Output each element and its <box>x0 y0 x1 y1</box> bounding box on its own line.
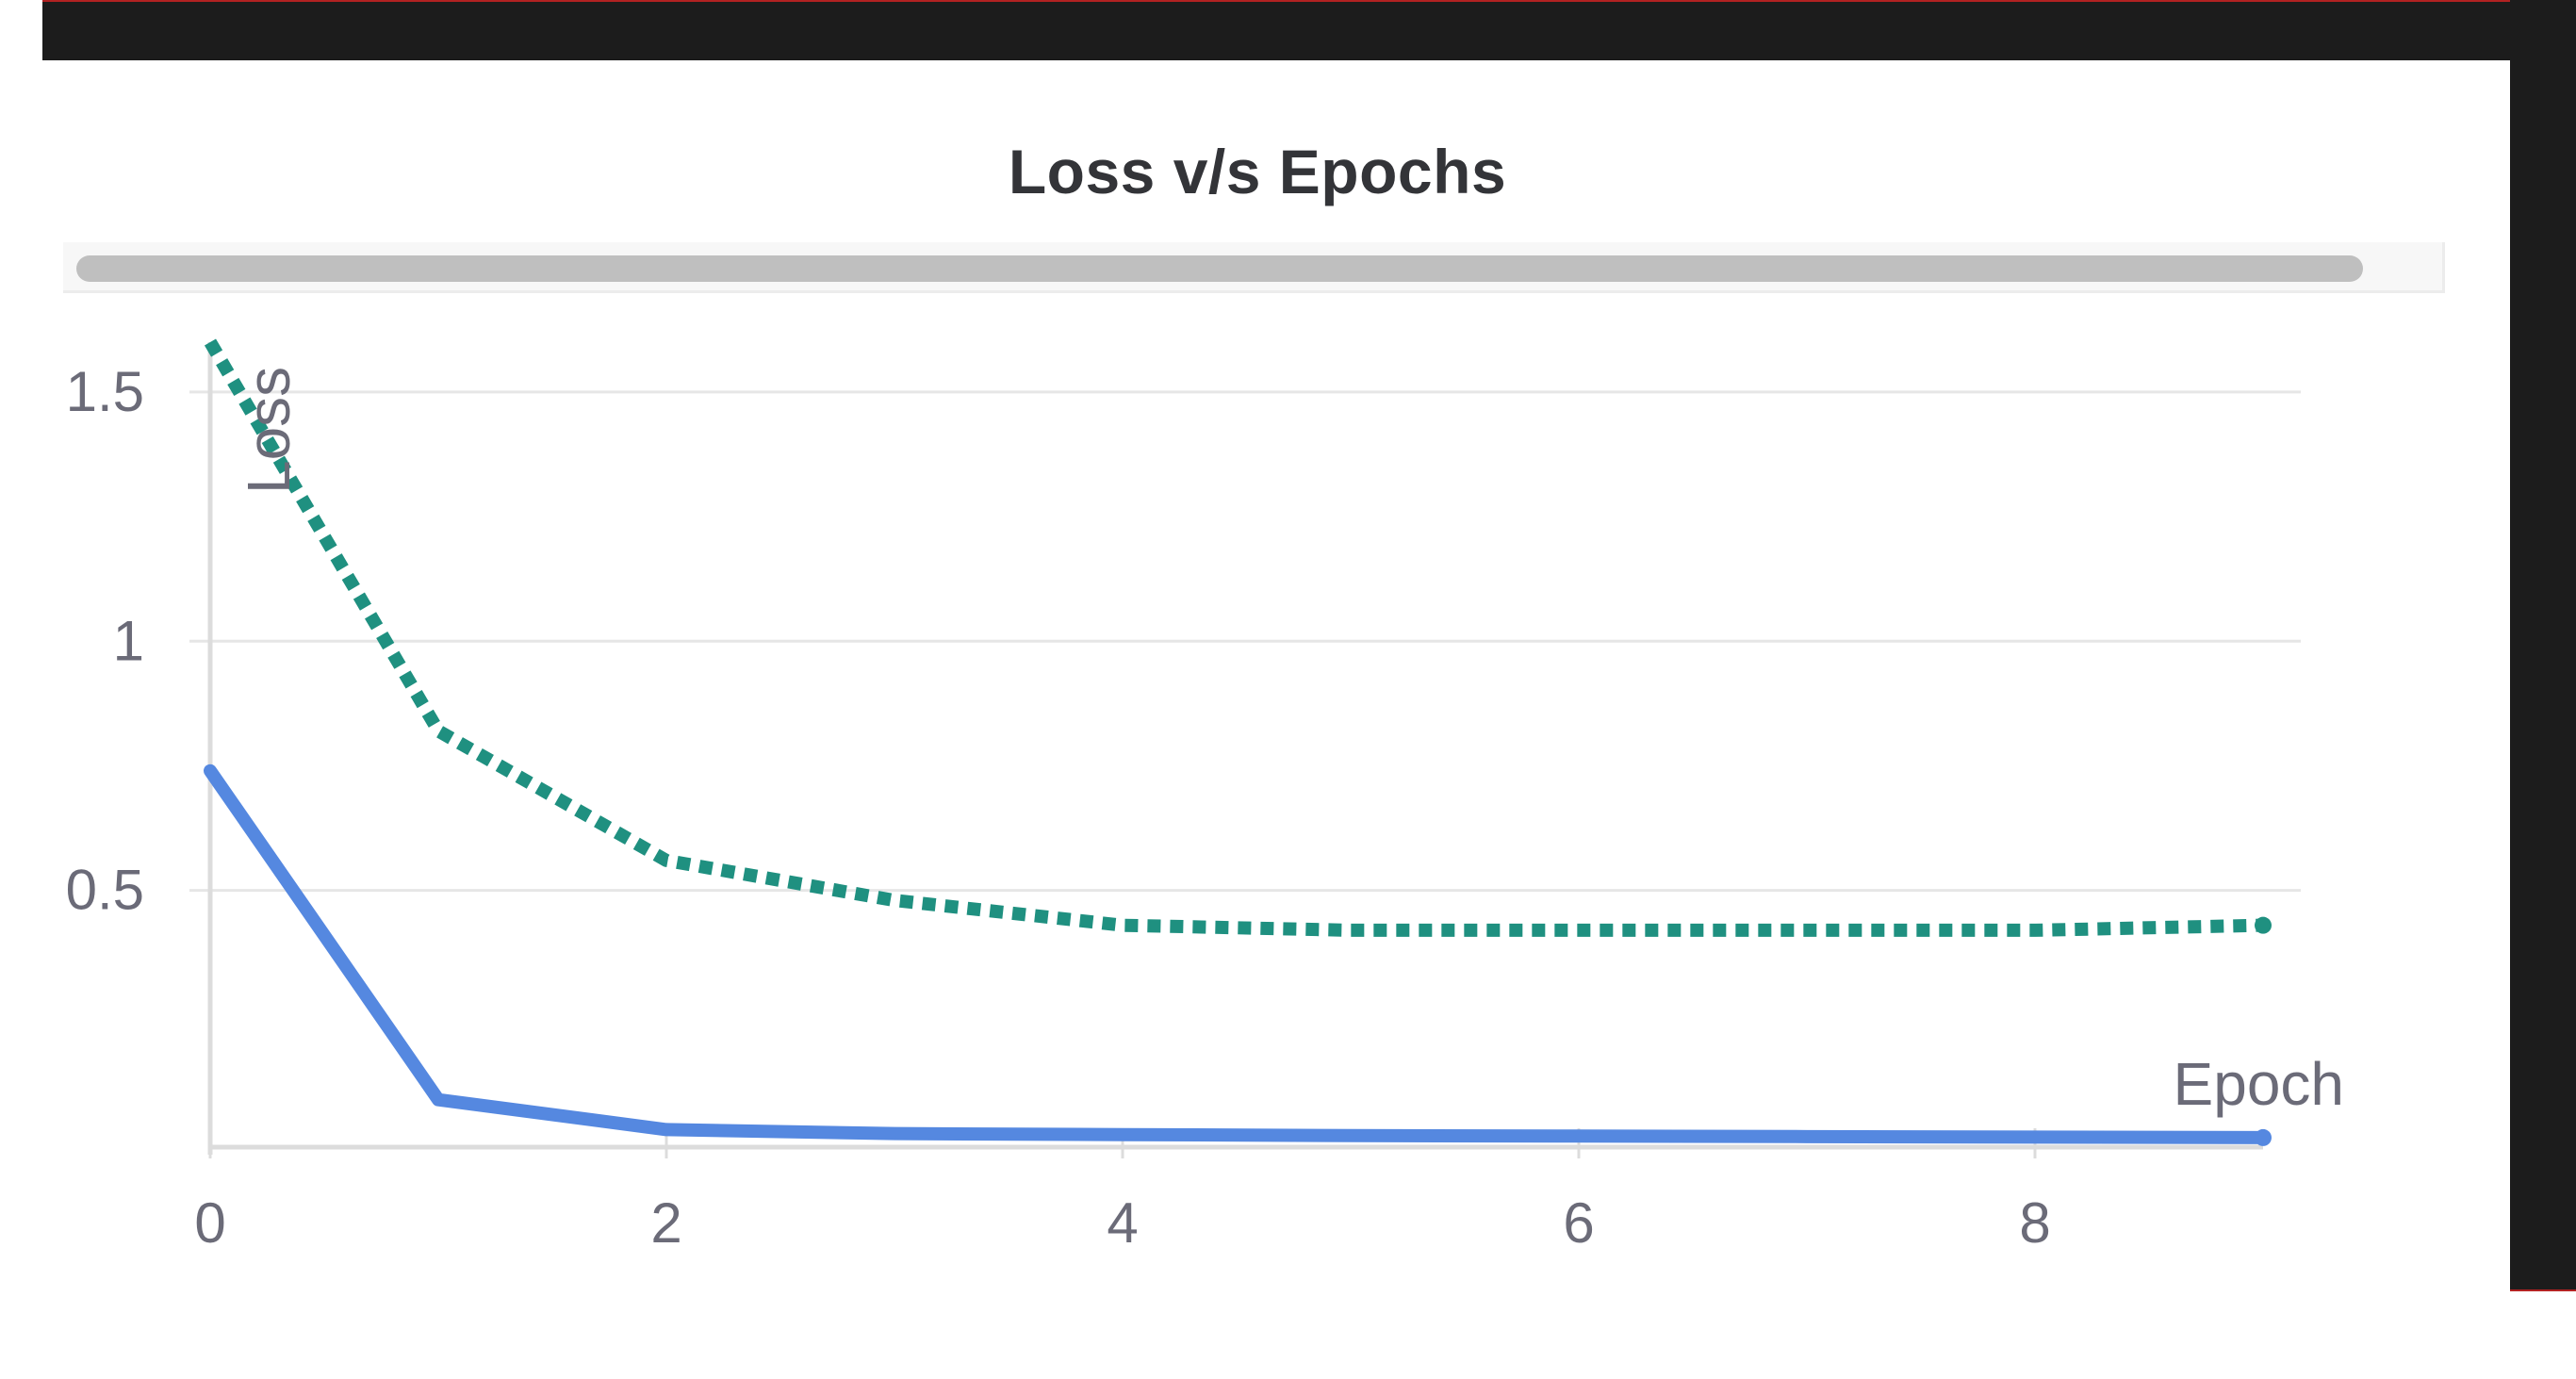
series-line-1 <box>204 338 2264 937</box>
horizontal-scrollbar[interactable] <box>63 242 2445 293</box>
series-line-2 <box>204 763 2270 1144</box>
window-frame-top <box>42 0 2576 60</box>
chart-title: Loss v/s Epochs <box>1008 137 1507 206</box>
x-tick-label: 8 <box>2019 1191 2050 1255</box>
axes <box>207 342 2263 1158</box>
series-end-marker-1 <box>2255 916 2272 934</box>
y-tick-label: 1.5 <box>66 360 144 423</box>
series-end-marker-2 <box>2255 1128 2272 1146</box>
scrollbar-thumb[interactable] <box>76 255 2363 282</box>
x-axis-title: Epoch <box>2174 1050 2344 1118</box>
window-frame-right <box>2510 0 2576 1291</box>
y-axis-title: Loss <box>235 367 303 494</box>
x-tick-label: 6 <box>1563 1191 1594 1255</box>
y-tick-label: 1 <box>113 609 144 672</box>
grid-lines <box>189 390 2301 893</box>
x-tick-label: 0 <box>194 1191 225 1255</box>
x-tick-label: 2 <box>650 1191 681 1255</box>
x-tick-label: 4 <box>1107 1191 1138 1255</box>
y-tick-label: 0.5 <box>66 859 144 922</box>
tick-labels: 0.5 1 1.5 0 2 4 6 8 <box>66 360 2051 1255</box>
line-chart: 0.5 1 1.5 0 2 4 6 8 Loss Epoch <box>66 338 2344 1255</box>
chart-panel: Loss v/s Epochs 0.5 1 1.5 0 2 4 6 8 Loss Epoch <box>42 60 2510 1379</box>
series-lines <box>204 338 2272 1146</box>
